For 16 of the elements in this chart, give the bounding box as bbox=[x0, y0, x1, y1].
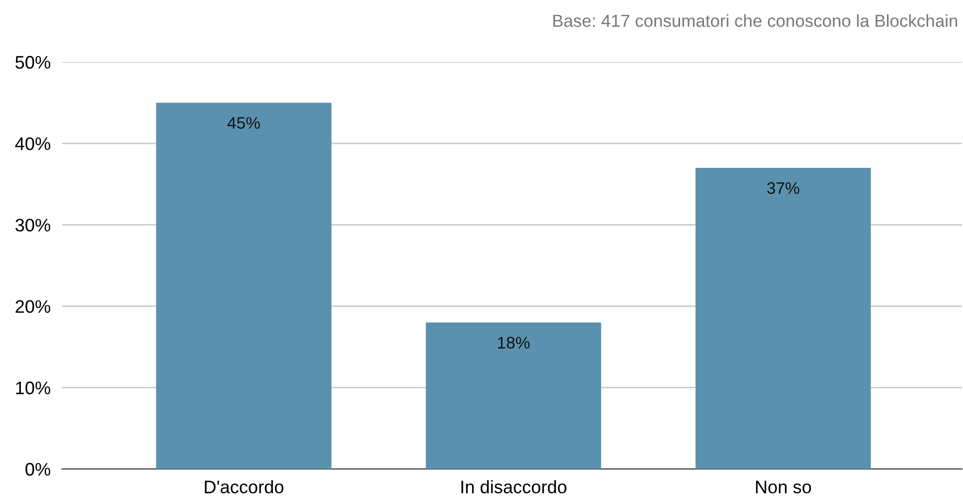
y-tick-label: 40% bbox=[15, 137, 50, 150]
x-tick-label: Non so bbox=[756, 480, 812, 494]
y-tick-label: 30% bbox=[15, 218, 50, 232]
data-label: 45% bbox=[227, 117, 260, 129]
data-label: 18% bbox=[498, 336, 530, 349]
y-tick-label: 50% bbox=[15, 56, 50, 69]
x-tick-label: In disaccordo bbox=[461, 480, 566, 494]
chart-subtitle: Base: 417 consumatori che conoscono la Blockchain bbox=[553, 14, 958, 27]
data-label: 37% bbox=[767, 182, 800, 194]
y-tick-label: 10% bbox=[16, 382, 50, 394]
bar bbox=[156, 102, 332, 469]
x-tick-label: D'accordo bbox=[204, 480, 284, 494]
bar bbox=[696, 168, 871, 469]
bar bbox=[426, 322, 602, 469]
y-tick-label: 20% bbox=[16, 300, 50, 313]
y-tick-label: 0% bbox=[26, 462, 50, 476]
